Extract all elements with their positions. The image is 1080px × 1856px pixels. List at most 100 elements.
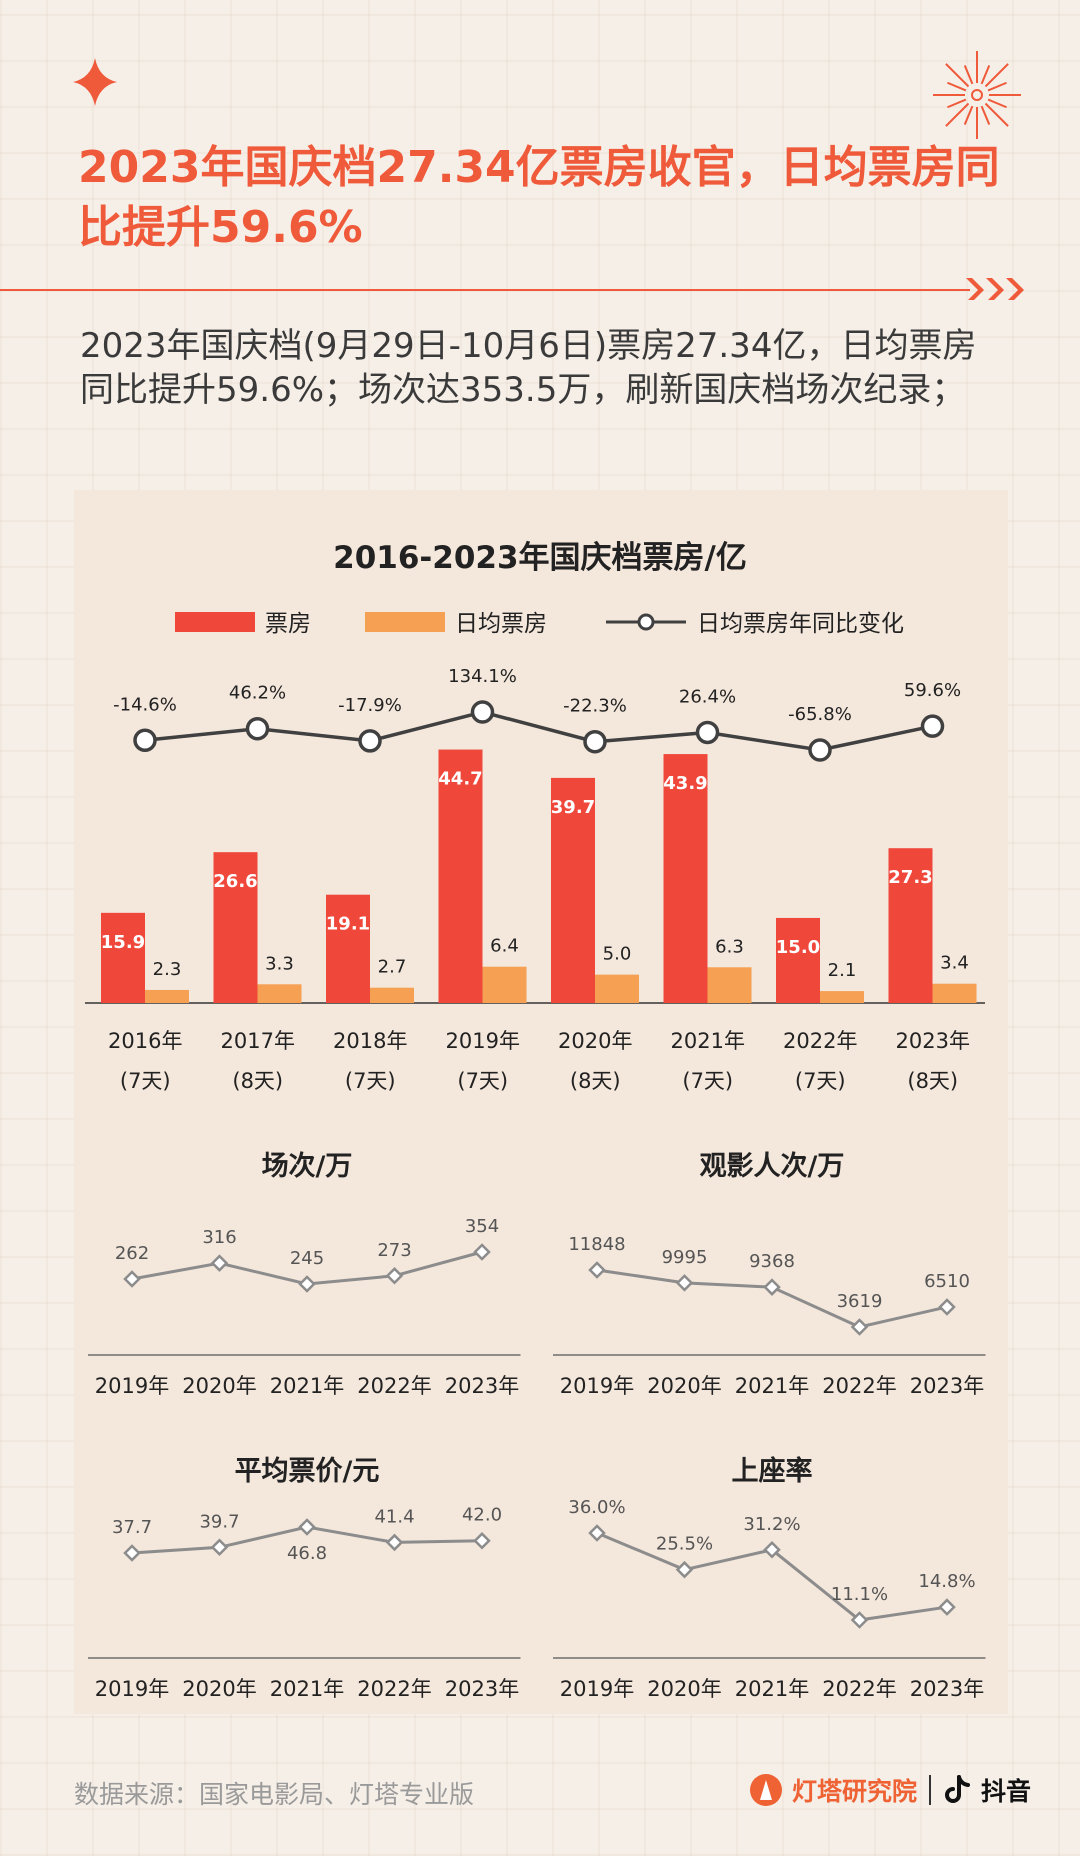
- legend-label-box: 票房: [265, 611, 311, 637]
- firework-center: [971, 89, 983, 101]
- yoy-point: [470, 700, 495, 724]
- price-x-tick: 2021年: [270, 1677, 344, 1701]
- price-label: 41.4: [374, 1506, 414, 1527]
- brand-lighthouse: 灯塔研究院: [792, 1777, 918, 1806]
- bar-daily: [595, 974, 639, 1003]
- bar-daily-label: 6.3: [715, 936, 744, 957]
- firework-icon: [933, 51, 1021, 139]
- occupancy-x-tick: 2022年: [822, 1677, 896, 1701]
- bar-boxoffice: [438, 749, 483, 1003]
- main-chart-legend: 票房 日均票房 日均票房年同比变化: [175, 611, 904, 637]
- yoy-label: 134.1%: [448, 666, 517, 687]
- legend-marker-yoy: [637, 613, 655, 631]
- bar-daily: [932, 983, 977, 1003]
- x-tick-days: (7天): [682, 1069, 733, 1093]
- screenings-label: 316: [202, 1227, 236, 1248]
- yoy-point: [808, 738, 832, 762]
- yoy-label: -22.3%: [563, 696, 627, 717]
- yoy-point: [133, 728, 157, 753]
- occupancy-point: [850, 1611, 869, 1629]
- screenings-x-tick: 2019年: [95, 1374, 169, 1398]
- price-point: [385, 1533, 404, 1552]
- bar-boxoffice-label: 44.7: [438, 769, 482, 790]
- screenings-title: 场次/万: [262, 1151, 353, 1182]
- legend-label-yoy: 日均票房年同比变化: [697, 611, 904, 637]
- screenings-x-tick: 2023年: [445, 1374, 519, 1398]
- bar-daily-label: 3.4: [940, 953, 969, 974]
- admissions-point: [763, 1278, 781, 1296]
- admissions-label: 11848: [568, 1234, 625, 1255]
- bar-boxoffice: [776, 917, 820, 1003]
- yoy-label: -65.8%: [788, 704, 852, 725]
- price-point: [473, 1531, 491, 1550]
- bar-boxoffice-label: 39.7: [551, 797, 595, 818]
- bar-boxoffice: [551, 777, 595, 1003]
- title-divider: [0, 289, 970, 291]
- x-tick-days: (8天): [570, 1069, 621, 1093]
- yoy-point: [583, 729, 607, 754]
- screenings-x-tick: 2020年: [182, 1374, 256, 1398]
- firework-ray: [945, 63, 970, 88]
- admissions-x-tick: 2019年: [560, 1374, 634, 1398]
- chart-panel: [74, 490, 1008, 1714]
- admissions-x-tick: 2021年: [735, 1374, 809, 1398]
- admissions-point: [850, 1318, 869, 1336]
- screenings-x-tick: 2021年: [270, 1374, 344, 1398]
- occupancy-point: [938, 1598, 956, 1616]
- occupancy-point: [588, 1524, 606, 1542]
- sparkle-icon: [73, 58, 117, 106]
- bar-boxoffice: [101, 912, 145, 1003]
- screenings-label: 273: [377, 1240, 411, 1261]
- main-chart-title: 2016-2023年国庆档票房/亿: [333, 540, 747, 576]
- firework-ray: [947, 81, 967, 92]
- occupancy-point: [675, 1560, 694, 1579]
- admissions-label: 9995: [662, 1247, 708, 1268]
- occupancy-title: 上座率: [732, 1455, 813, 1487]
- price-point: [210, 1538, 229, 1557]
- bar-daily: [707, 967, 752, 1003]
- brand-douyin: 抖音: [981, 1777, 1032, 1806]
- brand-divider: [929, 1775, 932, 1805]
- price-label: 42.0: [462, 1505, 502, 1526]
- x-tick-year: 2023年: [896, 1029, 970, 1053]
- price-x-tick: 2022年: [357, 1677, 431, 1701]
- bar-daily: [482, 966, 527, 1003]
- x-tick-year: 2019年: [446, 1029, 520, 1053]
- admissions-label: 9368: [749, 1251, 795, 1272]
- footer-source: 数据来源：国家电影局、灯塔专业版: [74, 1780, 475, 1809]
- lighthouse-logo-icon: [750, 1774, 782, 1806]
- screenings-label: 245: [290, 1248, 324, 1269]
- bar-daily-label: 2.3: [153, 959, 182, 980]
- x-tick-year: 2017年: [221, 1029, 295, 1053]
- x-tick-days: (7天): [457, 1069, 508, 1093]
- x-tick-days: (7天): [120, 1069, 171, 1093]
- firework-ray: [963, 65, 974, 85]
- admissions-label: 6510: [924, 1271, 970, 1292]
- occupancy-label: 25.5%: [656, 1534, 713, 1555]
- yoy-label: 26.4%: [679, 686, 736, 707]
- legend-swatch-box: [175, 612, 255, 632]
- bar-daily: [370, 987, 414, 1003]
- admissions-title: 观影人次/万: [700, 1151, 845, 1182]
- admissions-label: 3619: [837, 1291, 883, 1312]
- legend-label-daily: 日均票房: [455, 611, 547, 637]
- occupancy-x-tick: 2023年: [910, 1677, 984, 1701]
- decoration-layer: [73, 51, 1024, 300]
- page-title: 2023年国庆档27.34亿票房收官，日均票房同比提升59.6%: [78, 142, 1000, 253]
- firework-ray: [947, 98, 967, 109]
- yoy-point: [358, 729, 382, 753]
- price-x-tick: 2023年: [445, 1677, 519, 1701]
- yoy-label: -14.6%: [113, 694, 177, 715]
- price-label: 39.7: [199, 1511, 239, 1532]
- yoy-label: 46.2%: [229, 683, 286, 704]
- firework-ray: [987, 81, 1007, 92]
- admissions-point: [675, 1274, 694, 1292]
- firework-ray: [984, 102, 1009, 127]
- bar-daily-label: 6.4: [490, 936, 519, 957]
- bar-boxoffice: [663, 754, 708, 1003]
- arrows-icon: [966, 278, 1024, 300]
- bar-boxoffice-label: 15.9: [101, 932, 145, 953]
- bar-boxoffice: [213, 852, 258, 1003]
- x-tick-days: (7天): [795, 1069, 846, 1093]
